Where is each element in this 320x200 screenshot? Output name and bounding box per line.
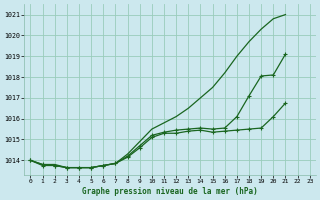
X-axis label: Graphe pression niveau de la mer (hPa): Graphe pression niveau de la mer (hPa) [82,187,258,196]
